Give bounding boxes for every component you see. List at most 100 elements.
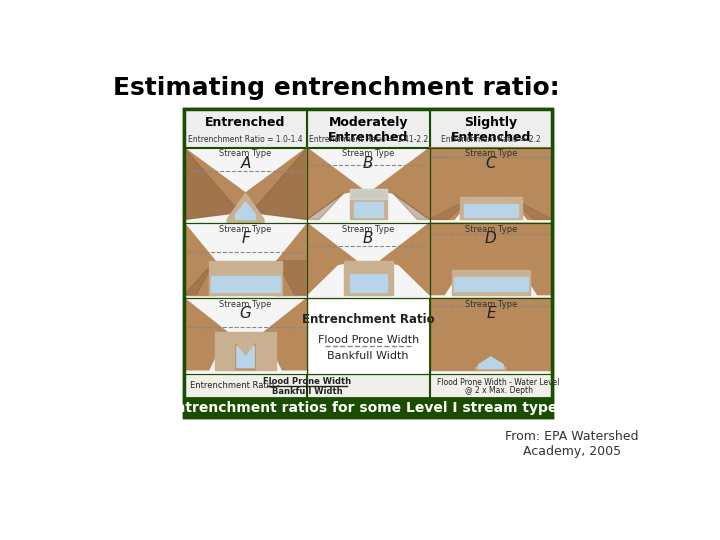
Text: Entrenchment Ratio -: Entrenchment Ratio - (190, 381, 280, 390)
Polygon shape (227, 193, 264, 223)
Polygon shape (211, 276, 280, 292)
Bar (307, 148, 430, 223)
Bar (307, 148, 430, 223)
Text: Flood Prone Width: Flood Prone Width (318, 335, 419, 345)
Polygon shape (476, 357, 505, 370)
Text: Moderately
Entrenched: Moderately Entrenched (328, 116, 408, 144)
Polygon shape (430, 223, 552, 295)
Polygon shape (246, 148, 307, 219)
Bar (430, 223, 552, 299)
Bar (184, 223, 307, 299)
Bar (184, 398, 552, 417)
Bar (184, 110, 552, 417)
Text: Entrenchment Ratio = 2.2: Entrenchment Ratio = 2.2 (441, 135, 541, 144)
Text: B: B (363, 156, 374, 171)
Text: Entrenchment ratios for some Level I stream types.: Entrenchment ratios for some Level I str… (166, 401, 571, 415)
Polygon shape (184, 261, 215, 295)
Polygon shape (252, 148, 307, 219)
Text: Stream Type: Stream Type (220, 225, 271, 234)
Polygon shape (430, 299, 552, 370)
Polygon shape (235, 202, 256, 219)
Text: Stream Type: Stream Type (464, 300, 517, 309)
Polygon shape (307, 193, 343, 219)
Polygon shape (184, 299, 227, 370)
Polygon shape (479, 357, 503, 368)
Bar (307, 110, 430, 148)
Bar (184, 374, 552, 398)
Text: Flood Prone Width: Flood Prone Width (263, 377, 351, 386)
Polygon shape (393, 193, 430, 219)
Polygon shape (237, 346, 254, 368)
Bar (184, 299, 307, 374)
Text: Stream Type: Stream Type (342, 225, 395, 234)
Text: B: B (363, 231, 374, 246)
Polygon shape (374, 148, 430, 219)
Polygon shape (343, 261, 393, 295)
Polygon shape (509, 197, 552, 219)
Bar (307, 299, 430, 374)
Polygon shape (235, 343, 256, 370)
Text: From: EPA Watershed
Academy, 2005: From: EPA Watershed Academy, 2005 (505, 429, 639, 457)
Polygon shape (472, 355, 509, 370)
Bar (307, 223, 430, 299)
Bar (307, 299, 430, 374)
Bar (430, 299, 552, 374)
Text: Entrenchment Ratio: Entrenchment Ratio (302, 313, 435, 326)
Polygon shape (264, 299, 307, 370)
Text: Entrenchment ratios for some Level I stream types.: Entrenchment ratios for some Level I str… (166, 401, 571, 415)
Bar (184, 110, 307, 148)
Text: G: G (240, 306, 251, 321)
Text: Estimating entrenchment ratio:: Estimating entrenchment ratio: (113, 76, 560, 100)
Text: Entrenchment Ratio = 1.41-2.2: Entrenchment Ratio = 1.41-2.2 (309, 135, 428, 144)
Text: Stream Type: Stream Type (220, 300, 271, 309)
Text: Stream Type: Stream Type (220, 150, 271, 158)
Text: A: A (240, 156, 251, 171)
Polygon shape (451, 270, 530, 295)
Bar (184, 148, 307, 223)
Polygon shape (460, 197, 521, 219)
Bar (184, 148, 307, 223)
Text: C: C (485, 156, 496, 171)
Bar (184, 110, 552, 417)
Polygon shape (354, 202, 383, 217)
Bar (430, 148, 552, 223)
Polygon shape (380, 223, 430, 295)
Text: F: F (241, 231, 250, 246)
Bar (184, 398, 552, 417)
Polygon shape (215, 332, 276, 370)
Text: Stream Type: Stream Type (464, 225, 517, 234)
Bar (430, 148, 552, 223)
Bar (430, 223, 552, 299)
Polygon shape (307, 148, 362, 219)
Polygon shape (430, 197, 472, 219)
Polygon shape (307, 223, 356, 295)
Text: Stream Type: Stream Type (342, 150, 395, 158)
Bar (184, 299, 307, 374)
Text: Entrenchment Ratio = 1.0-1.4: Entrenchment Ratio = 1.0-1.4 (188, 135, 303, 144)
Polygon shape (184, 148, 246, 219)
Bar (430, 299, 552, 374)
Text: Entrenched: Entrenched (205, 116, 286, 129)
Bar (430, 110, 552, 148)
Text: E: E (486, 306, 496, 321)
Text: D: D (485, 231, 497, 246)
Text: Slightly
Entrenched: Slightly Entrenched (451, 116, 531, 144)
Polygon shape (454, 278, 528, 291)
Polygon shape (464, 204, 518, 217)
Polygon shape (350, 190, 387, 219)
Polygon shape (350, 274, 387, 292)
Bar (307, 223, 430, 299)
Polygon shape (276, 261, 307, 295)
Polygon shape (350, 190, 387, 199)
Polygon shape (276, 223, 307, 295)
Polygon shape (430, 148, 552, 219)
Polygon shape (184, 223, 215, 295)
Text: Bankfull Width: Bankfull Width (271, 387, 342, 396)
Polygon shape (184, 148, 240, 219)
Text: Bankfull Width: Bankfull Width (328, 350, 409, 361)
Bar (184, 223, 307, 299)
Text: Flood Prone Width - Water Level: Flood Prone Width - Water Level (437, 377, 560, 387)
Polygon shape (209, 261, 282, 295)
Text: @ 2 x Max. Depth: @ 2 x Max. Depth (464, 386, 533, 395)
Text: Stream Type: Stream Type (464, 150, 517, 158)
